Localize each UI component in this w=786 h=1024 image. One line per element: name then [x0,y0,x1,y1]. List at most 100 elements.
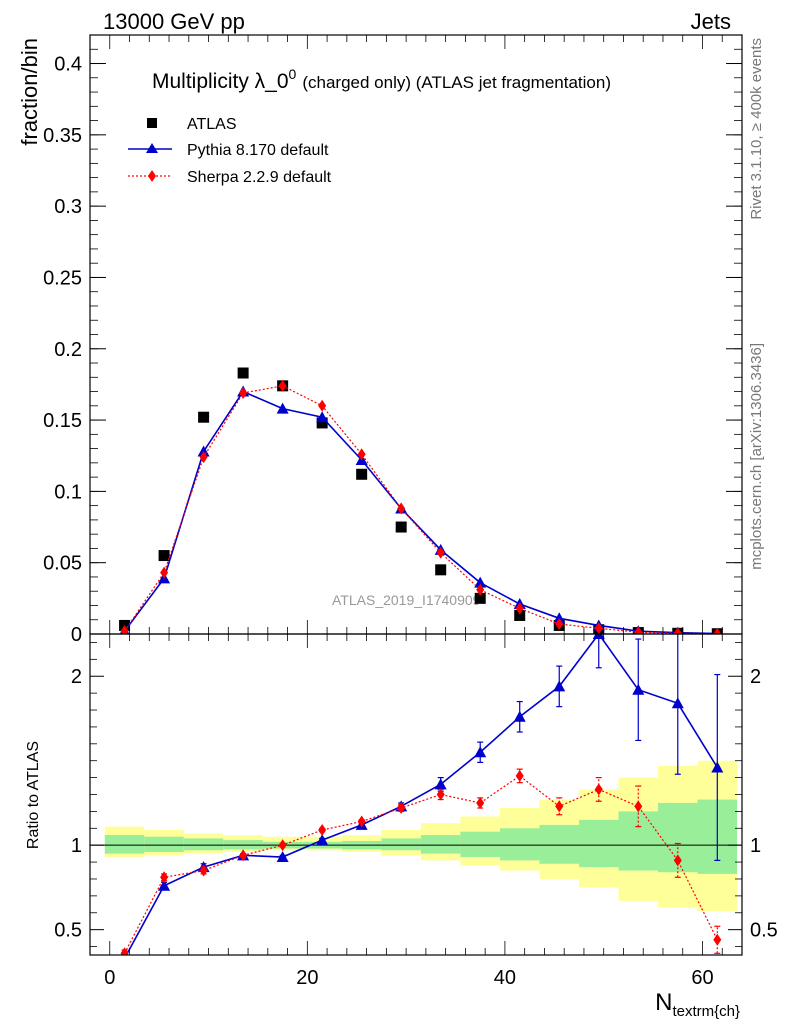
band-inner-bin-12 [579,819,619,868]
main-line-series-2 [124,385,718,634]
legend-marker-atlas [147,118,157,128]
legend-marker-pythia [146,143,158,153]
main-point-series-0-2 [198,411,210,423]
ratio-point-series-0-11 [553,680,566,692]
ratio-xtick-label-3: 60 [691,967,713,989]
ratio-point-series-0-8 [434,778,447,790]
ratio-ytick-label-left-2: 2 [71,666,82,688]
band-inner-bin-0 [104,835,145,854]
main-ytick-label-7: 0.35 [43,125,82,147]
ratio-ytick-label-right-0: 0.5 [750,920,778,942]
main-ytick-label-1: 0.05 [43,553,82,575]
main-point-series-1-9 [474,576,487,588]
x-axis-label-main: N [655,989,672,1016]
main-ytick-label-4: 0.2 [54,339,82,361]
main-point-series-0-3 [237,367,249,379]
band-inner-bin-10 [499,828,540,861]
main-ylabel: fraction/bin [17,38,42,146]
ratio-point-series-0-12 [592,634,605,639]
main-ytick-label-8: 0.4 [54,54,82,76]
main-point-series-2-12 [594,622,603,634]
main-point-series-0-5 [316,417,328,429]
rivet-label: Rivet 3.1.10, ≥ 400k events [748,38,765,220]
x-axis-label: Ntextrm{ch} [655,989,740,1020]
main-point-series-0-7 [395,521,407,533]
main-point-series-2-0 [120,625,129,634]
main-point-series-1-2 [197,445,210,457]
ratio-ytick-label-left-0: 0.5 [54,920,82,942]
header-left: 13000 GeV pp [103,9,245,34]
legend-label-sherpa: Sherpa 2.2.9 default [187,169,332,186]
ratio-point-series-0-5 [316,834,329,846]
main-point-series-0-9 [474,592,486,604]
ratio-xtick-label-1: 20 [296,967,318,989]
main-point-series-1-5 [316,411,329,423]
ratio-point-series-1-8 [436,788,445,801]
main-point-series-2-6 [357,448,366,461]
ratio-ytick-label-left-1: 1 [71,835,82,857]
main-point-series-0-6 [356,468,368,480]
ratio-ytick-label-right-1: 1 [750,835,761,857]
main-point-series-1-11 [553,612,566,624]
band-inner-bin-13 [618,811,659,871]
main-ytick-label-2: 0.1 [54,481,82,503]
ratio-line-series-1 [124,775,718,954]
main-title-rest: (charged only) (ATLAS jet fragmentation) [302,73,611,92]
main-title: Multiplicity λ_00 (charged only) (ATLAS j… [152,66,611,93]
main-series-layer [119,367,723,634]
ratio-point-series-1-0 [120,947,129,955]
header-right: Jets [691,9,731,34]
axes-layer: 0 0.05 0.1 0.15 0.2 0.25 0.3 0.35 0.4 0 20 40 60 0.5 0… [43,34,778,989]
band-inner-bin-11 [539,824,579,864]
ratio-point-series-1-1 [160,871,169,884]
main-point-series-1-4 [276,402,289,414]
main-title-sup: 0 [289,66,297,82]
main-point-series-2-15 [713,627,722,634]
x-axis-label-sub: textrm{ch} [672,1003,740,1020]
ratio-point-series-1-12 [594,783,603,796]
ratio-point-series-1-11 [555,800,564,813]
legend: ATLAS Pythia 8.170 default Sherpa 2.2.9 … [128,116,332,186]
ratio-point-series-1-6 [357,815,366,828]
ratio-point-series-0-13 [632,683,645,695]
main-ytick-label-5: 0.25 [43,267,82,289]
legend-label-pythia: Pythia 8.170 default [187,142,329,159]
ratio-point-series-0-9 [474,746,487,758]
main-point-series-2-1 [160,566,169,579]
main-ytick-label-6: 0.3 [54,196,82,218]
band-inner-bin-7 [381,838,421,851]
main-line-series-1 [123,390,718,634]
main-point-series-2-10 [515,602,524,615]
ratio-line-series-0 [125,634,718,955]
band-inner-bin-2 [183,838,224,851]
ratio-point-series-1-10 [515,769,524,782]
ratio-point-series-1-13 [634,800,643,813]
ratio-series-layer [120,634,724,955]
ratio-point-series-1-7 [397,802,406,815]
main-point-series-2-2 [199,451,208,464]
band-inner-bin-1 [144,836,184,852]
ratio-xtick-label-2: 40 [494,967,516,989]
main-point-series-2-14 [673,627,682,634]
ratio-ylabel: Ratio to ATLAS [25,741,42,849]
main-ytick-label-0: 0 [71,624,82,646]
main-point-series-2-3 [239,386,248,399]
main-ytick-label-3: 0.15 [43,410,82,432]
ratio-point-series-1-2 [199,864,208,877]
ratio-point-series-0-15 [711,761,724,773]
ratio-frame [89,633,743,956]
main-point-series-0-10 [514,609,526,621]
main-point-series-2-4 [278,379,287,392]
ratio-point-series-1-15 [713,933,722,946]
main-point-series-2-9 [476,583,485,596]
ratio-ytick-label-right-2: 2 [750,666,761,688]
main-title-main: Multiplicity λ_0 [152,70,289,93]
main-point-series-0-8 [435,564,447,576]
legend-marker-sherpa [148,170,156,182]
legend-label-atlas: ATLAS [187,116,237,133]
main-point-series-2-11 [555,618,564,631]
main-point-series-2-13 [634,626,643,634]
ratio-point-series-1-3 [239,849,248,862]
main-point-series-2-7 [397,502,406,515]
watermark: ATLAS_2019_I1740909 [332,592,481,608]
